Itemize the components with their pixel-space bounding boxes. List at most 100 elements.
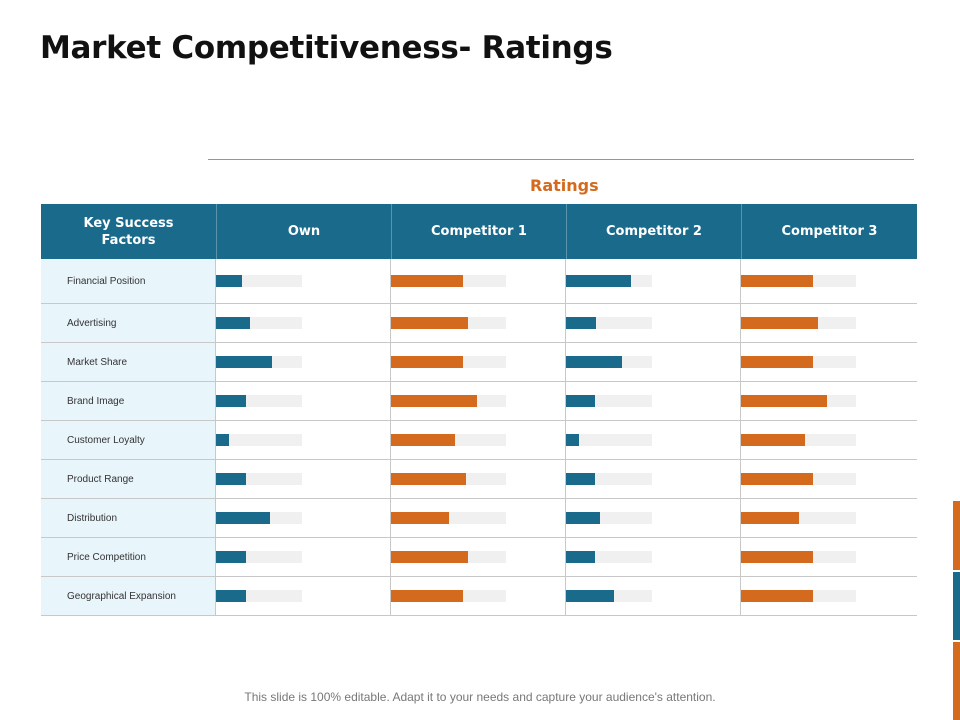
header-competitor-2: Competitor 2 (566, 204, 741, 259)
table-row: Market Share (41, 343, 917, 382)
rating-bar-track (566, 473, 652, 485)
table-row: Distribution (41, 499, 917, 538)
rating-bar-track (216, 356, 302, 368)
rating-bar-fill (216, 395, 246, 407)
rating-bar-fill (216, 473, 246, 485)
factor-label: Advertising (41, 304, 216, 342)
rating-bar-track (566, 551, 652, 563)
ratings-label: Ratings (530, 176, 599, 195)
rating-cell (216, 343, 391, 381)
rating-bar-track (391, 395, 506, 407)
slide-title: Market Competitiveness- Ratings (40, 30, 613, 66)
rating-bar-fill (216, 317, 250, 329)
rating-cell (216, 304, 391, 342)
rating-bar-track (741, 395, 856, 407)
rating-bar-fill (741, 551, 813, 563)
table-row: Financial Position (41, 259, 917, 304)
rating-bar-fill (741, 590, 813, 602)
rating-bar-fill (566, 434, 579, 446)
factor-label: Financial Position (41, 259, 216, 303)
header-competitor-1: Competitor 1 (391, 204, 566, 259)
header-competitor-3: Competitor 3 (741, 204, 917, 259)
rating-cell (216, 421, 391, 459)
rating-bar-track (741, 551, 856, 563)
rating-bar-fill (391, 551, 468, 563)
rating-bar-track (741, 473, 856, 485)
rating-bar-fill (391, 356, 463, 368)
rating-bar-fill (566, 395, 595, 407)
table-row: Brand Image (41, 382, 917, 421)
rating-bar-track (216, 590, 302, 602)
rating-cell (741, 499, 917, 537)
table-row: Customer Loyalty (41, 421, 917, 460)
rating-bar-track (741, 317, 856, 329)
side-accent-blue (953, 572, 960, 640)
rating-cell (216, 259, 391, 303)
rating-bar-track (216, 434, 302, 446)
rating-bar-track (216, 275, 302, 287)
factor-label: Distribution (41, 499, 216, 537)
rating-bar-track (741, 590, 856, 602)
rating-cell (566, 343, 741, 381)
factor-label: Price Competition (41, 538, 216, 576)
rating-cell (391, 382, 566, 420)
rating-bar-fill (741, 395, 827, 407)
rating-cell (391, 538, 566, 576)
rating-bar-track (391, 551, 506, 563)
rating-cell (741, 577, 917, 615)
rating-cell (391, 304, 566, 342)
rating-cell (391, 259, 566, 303)
rating-bar-track (391, 275, 506, 287)
rating-bar-fill (391, 317, 468, 329)
rating-cell (566, 304, 741, 342)
rating-bar-track (741, 356, 856, 368)
rating-bar-track (566, 356, 652, 368)
rating-cell (216, 538, 391, 576)
table-row: Geographical Expansion (41, 577, 917, 616)
rating-bar-track (216, 317, 302, 329)
rating-cell (566, 577, 741, 615)
table-row: Product Range (41, 460, 917, 499)
table-row: Advertising (41, 304, 917, 343)
rating-bar-track (566, 590, 652, 602)
rating-cell (566, 460, 741, 498)
rating-bar-track (391, 317, 506, 329)
rating-bar-track (566, 395, 652, 407)
rating-bar-fill (741, 512, 799, 524)
factor-label: Brand Image (41, 382, 216, 420)
rating-bar-fill (566, 473, 595, 485)
rating-cell (391, 499, 566, 537)
rating-cell (391, 577, 566, 615)
rating-bar-track (216, 473, 302, 485)
rating-cell (216, 577, 391, 615)
rating-cell (741, 421, 917, 459)
rating-bar-fill (741, 473, 813, 485)
rating-bar-fill (216, 512, 270, 524)
ratings-table: Key Success Factors Own Competitor 1 Com… (41, 204, 917, 616)
side-accent-orange-top (953, 501, 960, 570)
rating-bar-fill (216, 551, 246, 563)
rating-bar-fill (391, 275, 463, 287)
table-row: Price Competition (41, 538, 917, 577)
rating-cell (741, 538, 917, 576)
rating-bar-track (216, 512, 302, 524)
rating-cell (741, 382, 917, 420)
rating-cell (566, 382, 741, 420)
rating-cell (391, 421, 566, 459)
factor-label: Geographical Expansion (41, 577, 216, 615)
rating-bar-fill (741, 275, 813, 287)
rating-bar-track (741, 434, 856, 446)
rating-bar-track (566, 512, 652, 524)
rating-bar-track (391, 356, 506, 368)
rating-bar-track (391, 473, 506, 485)
rating-bar-track (741, 275, 856, 287)
rating-bar-fill (566, 356, 622, 368)
factor-label: Market Share (41, 343, 216, 381)
rating-bar-fill (216, 590, 246, 602)
rating-cell (741, 343, 917, 381)
rating-bar-track (391, 590, 506, 602)
table-body: Financial Position Advertising Market Shar… (41, 259, 917, 616)
rating-cell (566, 259, 741, 303)
table-header: Key Success Factors Own Competitor 1 Com… (41, 204, 917, 259)
rating-cell (391, 343, 566, 381)
